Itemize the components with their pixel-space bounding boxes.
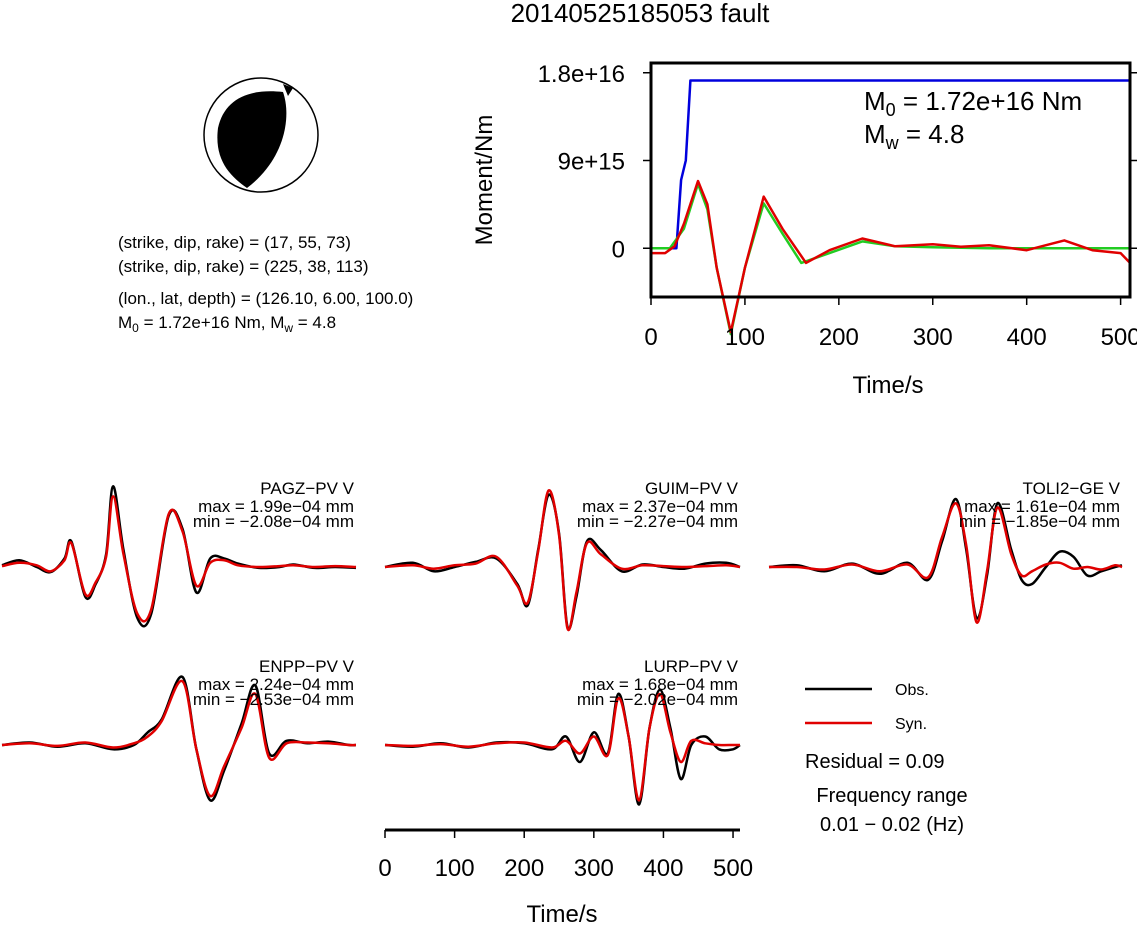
moment-ytick-label: 1.8e+16 [538, 61, 625, 88]
moment-xtick-label: 0 [644, 324, 657, 351]
station-max: max = 2.24e−04 mm [198, 675, 354, 694]
station-max: max = 1.61e−04 mm [964, 497, 1120, 516]
synthetic-trace [1, 495, 357, 623]
station-name: TOLI2−GE V [1023, 479, 1121, 498]
waveform-xtick-label: 400 [643, 855, 683, 882]
moment-series-stf [651, 182, 1130, 336]
residual-text: Residual = 0.09 [805, 751, 945, 773]
station-max: max = 1.68e−04 mm [582, 675, 738, 694]
legend-obs-label: Obs. [895, 682, 929, 699]
info-line-4: M0 = 1.72e+16 Nm, Mw = 4.8 [118, 313, 336, 335]
station-name: GUIM−PV V [645, 479, 739, 498]
legend-syn-label: Syn. [895, 716, 927, 733]
moment-m0-part: M [864, 86, 886, 116]
waveform-xtick-label: 500 [713, 855, 753, 882]
station-min: min = −2.08e−04 mm [193, 512, 354, 531]
moment-series-syn [651, 179, 1131, 334]
moment-xtick-label: 400 [1007, 324, 1047, 351]
synthetic-trace [1, 680, 357, 798]
beachball-icon [203, 77, 319, 193]
waveform-xtick-label: 100 [435, 855, 475, 882]
waveform-xtick-label: 0 [378, 855, 391, 882]
moment-plot-frame [649, 61, 1132, 299]
info-line-3: (lon., lat, depth) = (126.10, 6.00, 100.… [118, 289, 413, 308]
station-min: min = −2.27e−04 mm [577, 512, 738, 531]
moment-xtick-label: 500 [1101, 324, 1137, 351]
station-min: min = −1.85e−04 mm [959, 512, 1120, 531]
moment-xlabel: Time/s [852, 372, 923, 399]
waveform-xtick-label: 300 [574, 855, 614, 882]
synthetic-trace [384, 489, 741, 632]
moment-ylabel: Moment/Nm [471, 115, 498, 246]
station-name: ENPP−PV V [259, 657, 355, 676]
figure-title: 20140525185053 fault [511, 0, 771, 28]
moment-mw-part: M [864, 119, 886, 149]
moment-m0-part: = 1.72e+16 Nm [896, 86, 1082, 116]
moment-mw-part: w [885, 133, 900, 153]
station-max: max = 2.37e−04 mm [582, 497, 738, 516]
synthetic-trace [768, 502, 1123, 624]
waveform-xtick-label: 200 [504, 855, 544, 882]
moment-series-moment [651, 79, 1130, 250]
legend: Obs. Syn. Residual = 0.09 Frequency rang… [805, 682, 968, 836]
station-min: min = −2.53e−04 mm [193, 690, 354, 709]
frequency-range-value: 0.01 − 0.02 (Hz) [820, 814, 964, 836]
station-min: min = −2.02e−04 mm [577, 690, 738, 709]
info-line-1: (strike, dip, rake) = (17, 55, 73) [118, 233, 351, 252]
station-max: max = 1.99e−04 mm [198, 497, 354, 516]
station-name: PAGZ−PV V [260, 479, 354, 498]
waveform-xlabel: Time/s [526, 901, 597, 926]
station-name: LURP−PV V [644, 657, 739, 676]
focal-mechanism-info: (strike, dip, rake) = (17, 55, 73) (stri… [118, 233, 413, 335]
synthetic-trace [384, 692, 740, 802]
waveform-time-axis: 0 100 200 300 400 500 Time/s [378, 828, 753, 926]
frequency-range-title: Frequency range [816, 785, 967, 807]
moment-xtick-label: 100 [725, 324, 765, 351]
moment-mw-part: = 4.8 [899, 119, 965, 149]
moment-m0-annotation: M0 = 1.72e+16 Nm [864, 86, 1082, 120]
moment-m0-part: 0 [886, 100, 896, 120]
moment-plot: 0 100 200 300 400 500 0 9e+15 1.8e+16 Time/s Momen… [471, 61, 1137, 399]
moment-xtick-label: 200 [819, 324, 859, 351]
moment-ytick-label: 9e+15 [558, 149, 625, 176]
info-line-2: (strike, dip, rake) = (225, 38, 113) [118, 257, 369, 276]
moment-xtick-label: 300 [913, 324, 953, 351]
moment-ytick-label: 0 [612, 236, 625, 263]
moment-mw-annotation: Mw = 4.8 [864, 119, 964, 153]
